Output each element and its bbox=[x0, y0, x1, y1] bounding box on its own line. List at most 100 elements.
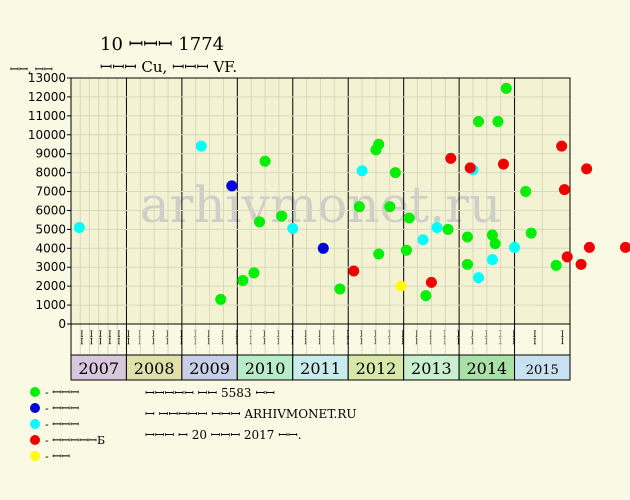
data-point-red bbox=[497, 158, 509, 170]
y-tick-label: 3000 bbox=[35, 260, 66, 274]
legend-label-cyan: - ꟷꟷꟷ bbox=[45, 417, 80, 431]
legend: - ꟷꟷꟷ - ꟷꟷꟷ - ꟷꟷꟷ - ꟷꟷꟷꟷꟷБ - ꟷꟷ bbox=[30, 384, 105, 464]
month-tick-label: ꟷꟷ bbox=[147, 330, 157, 345]
legend-item-green: - ꟷꟷꟷ bbox=[30, 384, 105, 400]
legend-marker-yellow bbox=[30, 451, 40, 461]
data-point-cyan bbox=[287, 222, 299, 234]
month-tick-label: ꟷꟷ bbox=[369, 330, 379, 345]
legend-marker-blue bbox=[30, 403, 40, 413]
month-tick-label: ꟷꟷ bbox=[341, 330, 351, 345]
data-point-cyan bbox=[73, 221, 85, 233]
y-tick-label: 6000 bbox=[35, 203, 66, 217]
year-label: 2014 bbox=[466, 359, 507, 378]
month-tick-label: ꟷꟷ bbox=[556, 330, 566, 345]
data-point-green bbox=[550, 259, 562, 271]
year-label: 2011 bbox=[300, 359, 341, 378]
month-tick-label: ꟷꟷ bbox=[397, 330, 407, 345]
y-tick-label: 4000 bbox=[35, 241, 66, 255]
data-point-green bbox=[248, 267, 260, 279]
year-band bbox=[403, 354, 460, 381]
data-point-red bbox=[558, 184, 570, 196]
y-tick-label: 12000 bbox=[28, 90, 66, 104]
data-point-red bbox=[556, 140, 568, 152]
month-tick-label: ꟷꟷ bbox=[217, 330, 227, 345]
month-tick-label: ꟷꟷ bbox=[189, 330, 199, 345]
year-label: 2015 bbox=[526, 363, 559, 378]
data-point-green bbox=[237, 274, 249, 286]
data-point-cyan bbox=[356, 165, 368, 177]
month-tick-label: ꟷꟷ bbox=[300, 330, 310, 345]
legend-marker-green bbox=[30, 387, 40, 397]
data-point-green bbox=[461, 231, 473, 243]
legend-item-yellow: - ꟷꟷ bbox=[30, 448, 105, 464]
data-point-red bbox=[575, 258, 587, 270]
year-label: 2009 bbox=[189, 359, 230, 378]
y-tick-label: 11000 bbox=[28, 109, 66, 123]
month-tick-label: ꟷꟷ bbox=[438, 330, 448, 345]
month-tick-label: ꟷꟷ bbox=[480, 330, 490, 345]
month-tick-label: ꟷꟷ bbox=[528, 330, 538, 345]
data-point-green bbox=[384, 201, 396, 213]
y-tick-label: 9000 bbox=[35, 147, 66, 161]
y-tick-label: 5000 bbox=[35, 222, 66, 236]
legend-marker-red bbox=[30, 435, 40, 445]
data-point-green bbox=[461, 258, 473, 270]
year-label: 2013 bbox=[411, 359, 452, 378]
legend-item-blue: - ꟷꟷꟷ bbox=[30, 400, 105, 416]
data-point-green bbox=[492, 116, 504, 128]
y-tick-label: 10000 bbox=[28, 128, 66, 142]
year-band bbox=[125, 354, 183, 381]
month-tick-label: ꟷꟷ bbox=[355, 330, 365, 345]
month-tick-label: ꟷꟷ bbox=[411, 330, 421, 345]
year-label: 2010 bbox=[245, 359, 286, 378]
data-point-green bbox=[489, 238, 501, 250]
data-point-yellow bbox=[395, 280, 407, 292]
data-point-blue bbox=[317, 242, 329, 254]
month-tick-label: ꟷꟷ bbox=[327, 330, 337, 345]
data-point-green bbox=[373, 248, 385, 260]
month-tick-label: ꟷꟷ bbox=[424, 330, 434, 345]
month-tick-label: ꟷꟷ bbox=[494, 330, 504, 345]
month-tick-label: ꟷꟷ bbox=[383, 330, 393, 345]
data-point-red bbox=[583, 241, 595, 253]
month-tick-label: ꟷꟷ bbox=[258, 330, 268, 345]
year-label: 2007 bbox=[78, 359, 119, 378]
data-point-green bbox=[353, 201, 365, 213]
year-band bbox=[458, 354, 516, 381]
data-point-green bbox=[473, 116, 485, 128]
data-point-cyan bbox=[195, 140, 207, 152]
data-point-cyan bbox=[486, 254, 498, 266]
y-tick-label: 0 bbox=[58, 317, 66, 331]
data-point-green bbox=[400, 244, 412, 256]
data-point-red bbox=[581, 163, 593, 175]
data-point-green bbox=[403, 212, 415, 224]
month-tick-label: ꟷꟷ bbox=[466, 330, 476, 345]
y-tick-label: 7000 bbox=[35, 185, 66, 199]
data-point-green bbox=[500, 82, 512, 94]
year-band bbox=[347, 354, 405, 381]
month-tick-label: ꟷꟷ bbox=[175, 330, 185, 345]
year-band bbox=[236, 354, 294, 381]
info-line-source: ꟷ ꟷꟷꟷꟷꟷ ꟷꟷꟷ ARHIVMONET.RU bbox=[145, 407, 357, 421]
legend-item-cyan: - ꟷꟷꟷ bbox=[30, 416, 105, 432]
chart-subtitle: ꟷꟷꟷ Cu, ꟷꟷꟷ VF. bbox=[100, 58, 238, 76]
info-line-date: ꟷꟷꟷ ꟷ 20 ꟷꟷꟷ 2017 ꟷꟷ. bbox=[145, 428, 302, 442]
data-point-cyan bbox=[509, 241, 521, 253]
legend-label-yellow: - ꟷꟷ bbox=[45, 449, 71, 463]
year-band bbox=[181, 354, 238, 381]
data-point-red bbox=[425, 276, 437, 288]
year-label: 2012 bbox=[356, 359, 397, 378]
data-point-red bbox=[348, 265, 360, 277]
y-tick-label: 8000 bbox=[35, 166, 66, 180]
data-point-green bbox=[486, 229, 498, 241]
data-point-green bbox=[254, 216, 266, 228]
month-tick-label: ꟷꟷ bbox=[452, 330, 462, 345]
y-tick-label: 2000 bbox=[35, 279, 66, 293]
scatter-chart: arhivmonet.ruꟷꟷꟷꟷꟷꟷꟷꟷꟷꟷꟷꟷ2007ꟷꟷꟷꟷꟷꟷꟷꟷ200… bbox=[28, 71, 630, 381]
info-line-total: ꟷꟷꟷꟷꟷ ꟷꟷ 5583 ꟷꟷ bbox=[145, 386, 275, 400]
data-point-green bbox=[420, 290, 432, 302]
month-tick-label: ꟷꟷ bbox=[314, 330, 324, 345]
data-point-green bbox=[334, 283, 346, 295]
data-point-green bbox=[215, 293, 227, 305]
data-point-red bbox=[464, 162, 476, 174]
